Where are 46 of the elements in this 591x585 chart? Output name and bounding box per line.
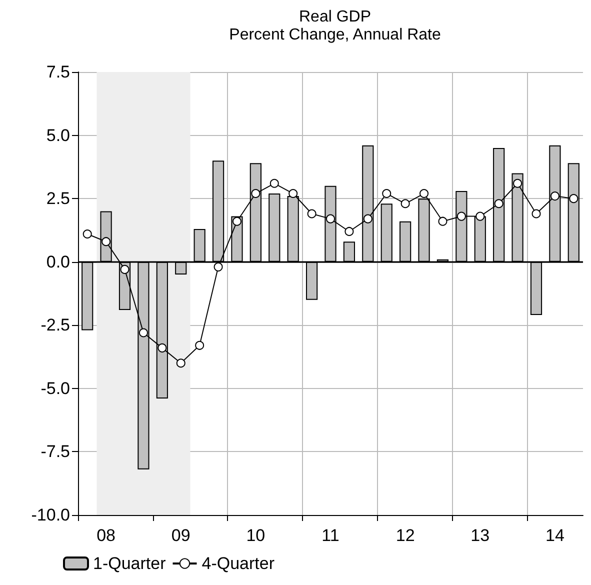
x-tick-label: 09 [171,526,190,545]
chart-subtitle: Percent Change, Annual Rate [229,26,441,44]
point [532,209,541,218]
y-tick-label: 2.5 [46,189,70,208]
point [550,192,560,201]
point [476,212,485,221]
point [195,340,204,350]
point [270,178,279,188]
chart-title: Real GDP [298,8,372,26]
y-tick-label: -10.0 [31,506,70,524]
point [158,343,167,352]
y-tick-label: -5.0 [40,378,70,398]
point [251,189,260,198]
x-tick-label: 14 [545,526,564,545]
point [400,199,410,208]
point [102,237,111,246]
y-tick-label: -7.5 [40,442,70,462]
point [494,199,504,208]
point [232,216,242,226]
point [82,230,92,239]
point [569,194,578,204]
point [176,358,186,368]
legend-label: 4-Quarter [202,554,275,573]
point [420,189,429,198]
x-tick-label: 12 [396,526,415,545]
point [288,189,298,198]
x-tick-label: 10 [246,526,266,545]
y-tick-label: 0.0 [46,252,70,272]
point [513,178,522,188]
x-tick-label: 13 [470,526,490,545]
point [214,262,223,272]
y-tick-label: -2.5 [40,316,70,335]
y-tick-label: 5.0 [46,126,70,145]
point [438,216,448,226]
point [456,212,466,221]
point [120,264,130,274]
legend-label: 1-Quarter [93,554,166,573]
point [382,189,392,198]
point [326,214,335,224]
point [344,226,354,236]
point [307,209,316,218]
x-tick-label: 08 [96,526,116,545]
y-tick-label: 7.5 [46,62,70,82]
point [363,214,372,224]
point [138,328,148,338]
x-tick-label: 11 [322,526,340,545]
